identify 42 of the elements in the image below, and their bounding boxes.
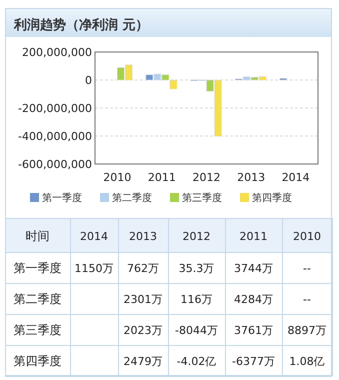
text: -8044万 (175, 324, 218, 337)
text: -4.02亿 (176, 355, 216, 368)
text: 2479万 (124, 355, 162, 368)
legend-label: 第一季度 (42, 192, 82, 204)
x-tick-label: 2012 (192, 171, 220, 184)
x-tick-label: 2010 (103, 171, 132, 184)
y-tick-label: -200,000,000 (18, 102, 92, 115)
text: 第三季度 (14, 323, 62, 337)
legend-label: 第三季度 (182, 192, 222, 204)
category-label: 2013 (129, 230, 157, 243)
text: 第一季度 (14, 261, 62, 275)
chart-title: 利润趋势（净利润 元） (13, 17, 149, 33)
category-label: 2012 (182, 230, 210, 243)
text: 8897万 (288, 324, 326, 337)
text: 3744万 (234, 262, 273, 275)
text: 762万 (127, 262, 159, 275)
text: 时间 (26, 229, 50, 243)
text: 1150万 (74, 262, 114, 275)
category-label: 2011 (240, 230, 268, 243)
text: 116万 (180, 293, 212, 306)
x-tick-label: 2013 (237, 171, 266, 184)
category-label: 2010 (293, 230, 321, 243)
y-tick-label: -600,000,000 (18, 158, 92, 171)
y-tick-label: 0 (85, 74, 92, 87)
text: 4284万 (234, 293, 273, 306)
x-tick-label: 2014 (282, 171, 310, 184)
text: 1.08亿 (289, 355, 325, 368)
text: -- (303, 262, 311, 275)
text: -6377万 (232, 355, 275, 368)
legend-label: 第二季度 (112, 192, 152, 204)
y-tick-label: -400,000,000 (18, 130, 92, 143)
text: 2301万 (124, 293, 162, 306)
text: 第四季度 (14, 354, 62, 368)
legend-label: 第四季度 (252, 192, 292, 204)
text: -- (303, 293, 311, 306)
x-tick-label: 2011 (148, 171, 176, 184)
text: 35.3万 (178, 262, 214, 275)
text: 3761万 (234, 324, 273, 337)
text: 2023万 (124, 324, 162, 337)
text: 第二季度 (14, 292, 62, 306)
category-label: 2014 (80, 230, 108, 243)
y-tick-label: 200,000,000 (22, 46, 92, 59)
